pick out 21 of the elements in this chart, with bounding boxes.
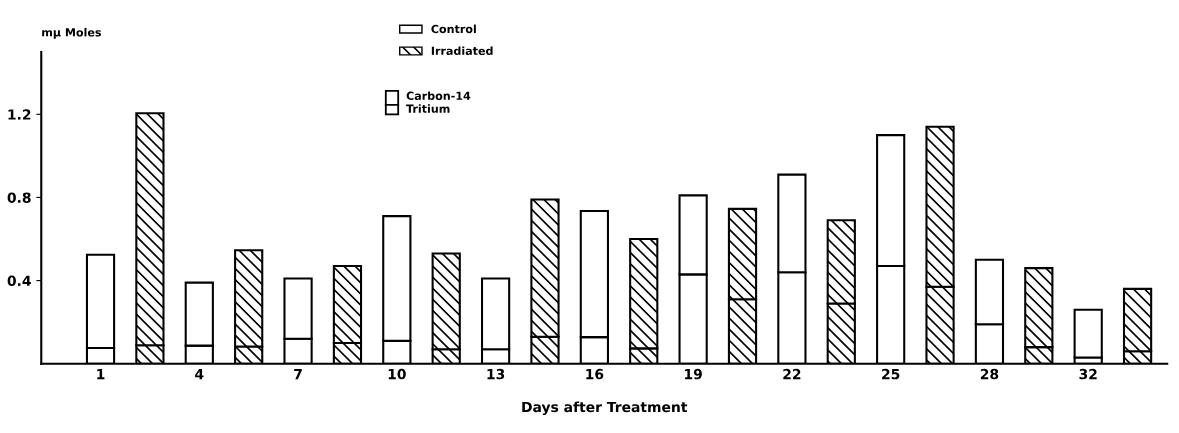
x-tick-label: 13 [487,368,505,380]
legend-label: Irradiated [431,46,493,56]
y-tick-label: 0.8 [7,192,31,203]
annotation: Carbon-14 [406,91,471,100]
x-tick-label: 16 [586,368,604,380]
x-tick-label: 10 [388,368,406,380]
y-axis-title: mμ Moles [42,27,102,39]
legend-label: Control [431,24,476,34]
x-tick-label: 25 [882,368,900,380]
bar [1073,308,1103,359]
y-tick-label: 0.4 [7,275,31,287]
annotation: Tritium [406,104,450,113]
x-tick-label: 28 [980,368,999,380]
x-tick-label: 19 [685,368,702,380]
x-tick-label: 22 [783,368,801,380]
x-tick-label: 7 [294,369,302,380]
x-axis-title: Days after Treatment [522,401,688,416]
x-tick-label: 32 [1079,368,1097,380]
x-tick-label: 1 [97,369,105,380]
x-tick-label: 4 [195,369,204,380]
y-tick-label: 1.2 [8,109,31,120]
